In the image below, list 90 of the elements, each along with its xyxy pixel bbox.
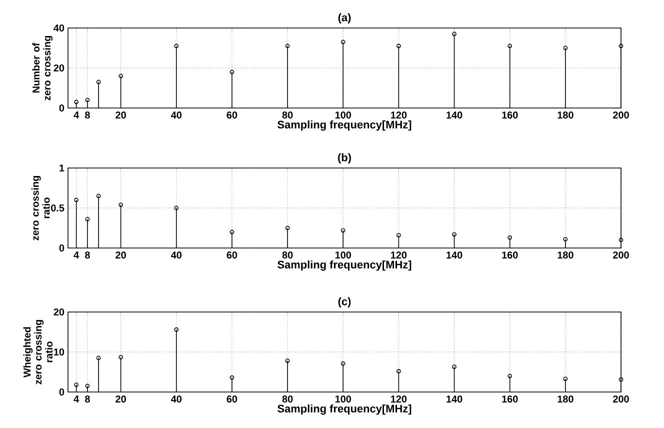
x-tick-label: 140 (446, 112, 462, 119)
point (74, 100, 79, 104)
y-tick-label: 20 (54, 64, 64, 72)
point (340, 361, 346, 366)
point (396, 44, 401, 48)
x-tick-label: 8 (84, 112, 90, 119)
x-tick-label: 140 (446, 396, 462, 403)
y-axis-title: Wheighted zero crossing ratio (23, 320, 53, 384)
point (174, 206, 179, 210)
point (230, 230, 234, 234)
point (118, 355, 123, 360)
point (396, 369, 401, 374)
chart-title: (a) (338, 13, 351, 24)
point (85, 98, 90, 102)
point (340, 228, 346, 233)
x-tick-label: 180 (558, 112, 574, 119)
x-tick-label: 8 (84, 252, 90, 259)
x-tick-label: 200 (613, 252, 629, 259)
point (285, 358, 290, 363)
y-axis-title: zero crossing ratio (31, 176, 50, 240)
x-tick-label: 200 (613, 112, 629, 119)
point (96, 194, 101, 198)
y-tick-label: 10 (54, 348, 64, 356)
x-tick-label: 120 (391, 396, 407, 403)
x-tick-label: 180 (558, 396, 574, 403)
point (118, 202, 123, 207)
y-tick-label: 20 (54, 308, 64, 316)
x-tick-label: 160 (502, 396, 518, 403)
point (563, 376, 568, 381)
y-tick-label: 0 (59, 244, 64, 252)
x-tick-label: 100 (335, 112, 352, 119)
point (285, 226, 290, 230)
x-tick-label: 60 (226, 396, 238, 403)
x-tick-label: 200 (613, 396, 629, 403)
point (96, 80, 101, 84)
point (174, 44, 179, 48)
point (74, 382, 79, 387)
x-tick-label: 120 (391, 252, 407, 259)
point (508, 235, 512, 240)
x-axis-title: Sampling frequency[MHz] (278, 260, 412, 271)
point (563, 46, 568, 50)
x-tick-label: 160 (502, 252, 518, 259)
chart-title: (c) (338, 297, 351, 308)
y-tick-label: 40 (54, 24, 64, 32)
x-tick-label: 180 (558, 252, 574, 259)
chart-title: (b) (338, 153, 351, 164)
point (563, 237, 568, 242)
point (96, 356, 101, 360)
x-tick-label: 8 (84, 396, 90, 403)
point (174, 327, 179, 332)
point (230, 375, 234, 380)
x-tick-label: 4 (74, 252, 80, 258)
x-axis-title: Sampling frequency[MHz] (278, 404, 412, 415)
point (396, 233, 401, 238)
point (230, 70, 234, 74)
x-tick-label: 100 (335, 252, 352, 259)
x-tick-label: 160 (502, 112, 518, 119)
point (118, 74, 123, 78)
x-tick-label: 4 (74, 112, 80, 118)
x-tick-label: 120 (391, 112, 407, 119)
point (285, 44, 290, 48)
point (85, 217, 90, 222)
point (508, 374, 512, 378)
x-tick-label: 20 (116, 252, 126, 259)
y-tick-label: 1 (60, 164, 64, 172)
point (452, 32, 456, 36)
x-tick-label: 140 (446, 252, 462, 259)
point (74, 198, 79, 202)
x-tick-label: 80 (282, 112, 293, 119)
y-tick-label: 0 (59, 104, 64, 112)
x-tick-label: 100 (335, 396, 352, 403)
x-tick-label: 40 (170, 112, 182, 119)
x-tick-label: 60 (226, 252, 238, 259)
x-tick-label: 60 (226, 112, 238, 119)
x-tick-label: 40 (170, 252, 182, 259)
y-tick-label: 0 (59, 388, 64, 396)
x-tick-label: 20 (116, 112, 126, 119)
x-tick-label: 40 (170, 396, 182, 403)
point (452, 232, 456, 237)
x-tick-label: 20 (116, 396, 126, 403)
point (452, 364, 456, 369)
y-tick-label: 0.5 (51, 204, 64, 212)
x-tick-label: 4 (74, 396, 80, 402)
x-axis-title: Sampling frequency[MHz] (278, 120, 412, 131)
x-tick-label: 80 (282, 396, 293, 403)
point (340, 40, 346, 44)
point (85, 384, 90, 388)
point (508, 44, 512, 48)
y-axis-title: Number of zero crossing (32, 36, 53, 100)
x-tick-label: 80 (282, 252, 293, 259)
